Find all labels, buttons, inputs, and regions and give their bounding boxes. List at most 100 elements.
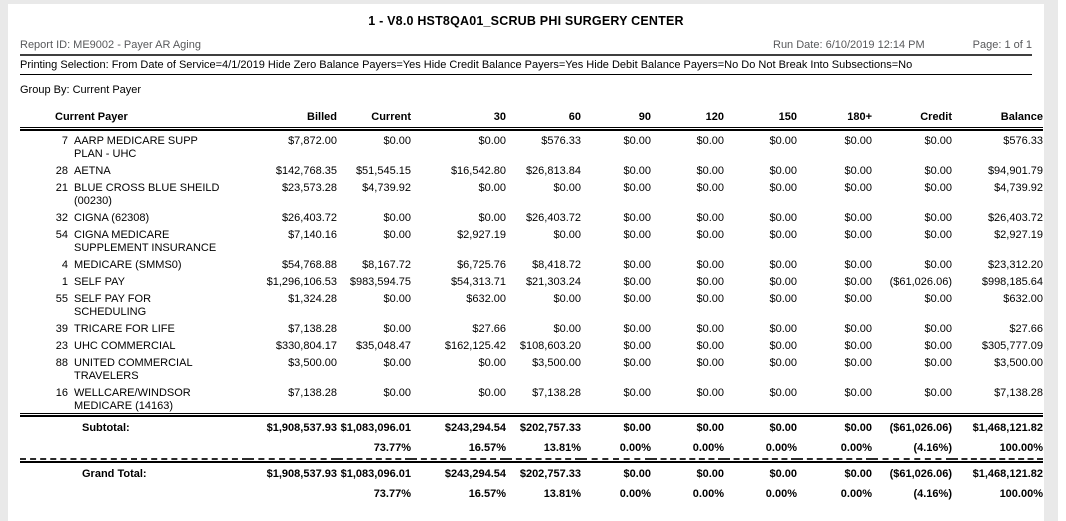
grand-total-amount-cell: $0.00	[696, 468, 724, 480]
amount-cell: $330,804.17	[275, 340, 337, 352]
amount-cell: $26,403.72	[525, 212, 581, 224]
amount-cell: $162,125.42	[444, 340, 506, 352]
payer-cell: 1 SELF PAY	[20, 272, 248, 289]
amount-cell: $0.00	[696, 276, 724, 288]
subtotal-percent-spacer	[20, 435, 248, 459]
amount-cell: $0.00	[924, 182, 952, 194]
grand-total-percent-cell: 16.57%	[468, 488, 506, 500]
amount-cell: $0.00	[696, 387, 724, 399]
amount-cell: $4,739.92	[994, 182, 1043, 194]
grand-total-percent-cell: 0.00%	[619, 488, 651, 500]
grand-total-percent-cell: 13.81%	[543, 488, 581, 500]
amount-cell: $0.00	[924, 387, 952, 399]
amount-cell: $0.00	[696, 340, 724, 352]
amount-cell: $0.00	[553, 323, 581, 335]
amount-cell: $998,185.64	[981, 276, 1043, 288]
table-row: 7 AARP MEDICARE SUPP PLAN - UHC $7,872.00 $…	[20, 130, 1043, 161]
ar-aging-table: Current Payer Billed Current 30 60 90 120 150 18…	[20, 107, 1043, 504]
grand-total-row: Grand Total: $1,908,537.93 $1,083,096.01 $2…	[20, 462, 1043, 481]
amount-cell: $0.00	[623, 229, 651, 241]
amount-cell: $632.00	[1003, 293, 1043, 305]
payer-cell: 55 SELF PAY FOR SCHEDULING	[20, 289, 248, 319]
amount-cell: $108,603.20	[519, 340, 581, 352]
payer-name: UHC COMMERCIAL	[74, 340, 176, 352]
amount-cell: $0.00	[769, 212, 797, 224]
amount-cell: $0.00	[844, 182, 872, 194]
payer-cell: 88 UNITED COMMERCIAL TRAVELERS	[20, 353, 248, 383]
amount-cell: $0.00	[844, 387, 872, 399]
amount-cell: $0.00	[769, 135, 797, 147]
grand-total-percent-cell: 0.00%	[692, 488, 724, 500]
amount-cell: $51,545.15	[355, 165, 411, 177]
amount-cell: $0.00	[383, 387, 411, 399]
amount-cell: $94,901.79	[987, 165, 1043, 177]
report-meta-row: Report ID: ME9002 - Payer AR Aging Run D…	[20, 39, 1032, 51]
payer-name: CIGNA (62308)	[74, 212, 150, 224]
payer-number: 32	[55, 212, 68, 224]
printing-selection: Printing Selection: From Date of Service…	[20, 59, 913, 71]
payer-name: SELF PAY	[74, 276, 125, 288]
payer-name: AETNA	[74, 165, 111, 177]
amount-cell: $0.00	[696, 259, 724, 271]
payer-number: 55	[55, 293, 68, 305]
amount-cell: $35,048.47	[355, 340, 411, 352]
amount-cell: $0.00	[383, 212, 411, 224]
subtotal-percent-row: 73.77% 16.57% 13.81% 0.00% 0.00% 0.00% 0.00% (4…	[20, 435, 1043, 459]
amount-cell: $1,296,106.53	[266, 276, 337, 288]
amount-cell: $0.00	[924, 340, 952, 352]
amount-cell: $0.00	[623, 135, 651, 147]
amount-cell: $0.00	[623, 259, 651, 271]
amount-cell: $0.00	[924, 229, 952, 241]
separator-line	[20, 458, 1043, 463]
amount-cell: $0.00	[478, 135, 506, 147]
amount-cell: $0.00	[696, 293, 724, 305]
payer-number: 39	[55, 323, 68, 335]
payer-name: CIGNA MEDICARE SUPPLEMENT INSURANCE	[74, 229, 217, 254]
table-header-row: Current Payer Billed Current 30 60 90 120 150 18…	[20, 107, 1043, 128]
amount-cell: $0.00	[844, 293, 872, 305]
payer-name: WELLCARE/WINDSOR MEDICARE (14163)	[74, 387, 191, 412]
dashed-separator	[20, 458, 1043, 463]
amount-cell: $0.00	[924, 323, 952, 335]
subtotal-amount-cell: $243,294.54	[444, 422, 506, 434]
amount-cell: $0.00	[623, 293, 651, 305]
grand-total-amount-cell: $1,468,121.82	[972, 468, 1043, 480]
payer-cell: 21 BLUE CROSS BLUE SHEILD (00230)	[20, 178, 248, 208]
col-header-current-payer: Current Payer	[55, 111, 128, 123]
amount-cell: $0.00	[769, 182, 797, 194]
subtotal-percent-cell: (4.16%)	[913, 442, 952, 454]
amount-cell: $1,324.28	[288, 293, 337, 305]
subtotal-amount-cell: $202,757.33	[519, 422, 581, 434]
table-row: 54 CIGNA MEDICARE SUPPLEMENT INSURANCE $7,…	[20, 225, 1043, 255]
amount-cell: $576.33	[541, 135, 581, 147]
amount-cell: $0.00	[769, 357, 797, 369]
col-header-credit: Credit	[920, 111, 952, 123]
amount-cell: $0.00	[769, 387, 797, 399]
viewer-margin-top	[0, 0, 1058, 4]
payer-cell: 39 TRICARE FOR LIFE	[20, 319, 248, 336]
payer-number: 88	[55, 357, 68, 369]
col-header-billed: Billed	[307, 111, 337, 123]
amount-cell: $0.00	[769, 293, 797, 305]
amount-cell: $23,573.28	[281, 182, 337, 194]
amount-cell: $26,813.84	[525, 165, 581, 177]
subtotal-percent-cell: 100.00%	[999, 442, 1043, 454]
subtotal-percent-cell: 0.00%	[692, 442, 724, 454]
amount-cell: $0.00	[844, 135, 872, 147]
amount-cell: $54,313.71	[450, 276, 506, 288]
subtotal-amount-cell: $0.00	[696, 422, 724, 434]
table-row: 88 UNITED COMMERCIAL TRAVELERS $3,500.00 $0…	[20, 353, 1043, 383]
payer-name: UNITED COMMERCIAL TRAVELERS	[74, 357, 193, 382]
payer-name: AARP MEDICARE SUPP PLAN - UHC	[74, 135, 198, 160]
grand-total-percent-cell: 100.00%	[999, 488, 1043, 500]
amount-cell: $0.00	[696, 212, 724, 224]
double-rule-separator	[20, 127, 1043, 131]
subtotal-amount-cell: $0.00	[769, 422, 797, 434]
amount-cell: $21,303.24	[525, 276, 581, 288]
subtotal-percent-cell: 73.77%	[373, 442, 411, 454]
amount-cell: $0.00	[623, 212, 651, 224]
grand-total-amount-cell: $243,294.54	[444, 468, 506, 480]
table-row: 32 CIGNA (62308) $26,403.72 $0.00 $0.00 $26,4…	[20, 208, 1043, 225]
amount-cell: $0.00	[623, 340, 651, 352]
